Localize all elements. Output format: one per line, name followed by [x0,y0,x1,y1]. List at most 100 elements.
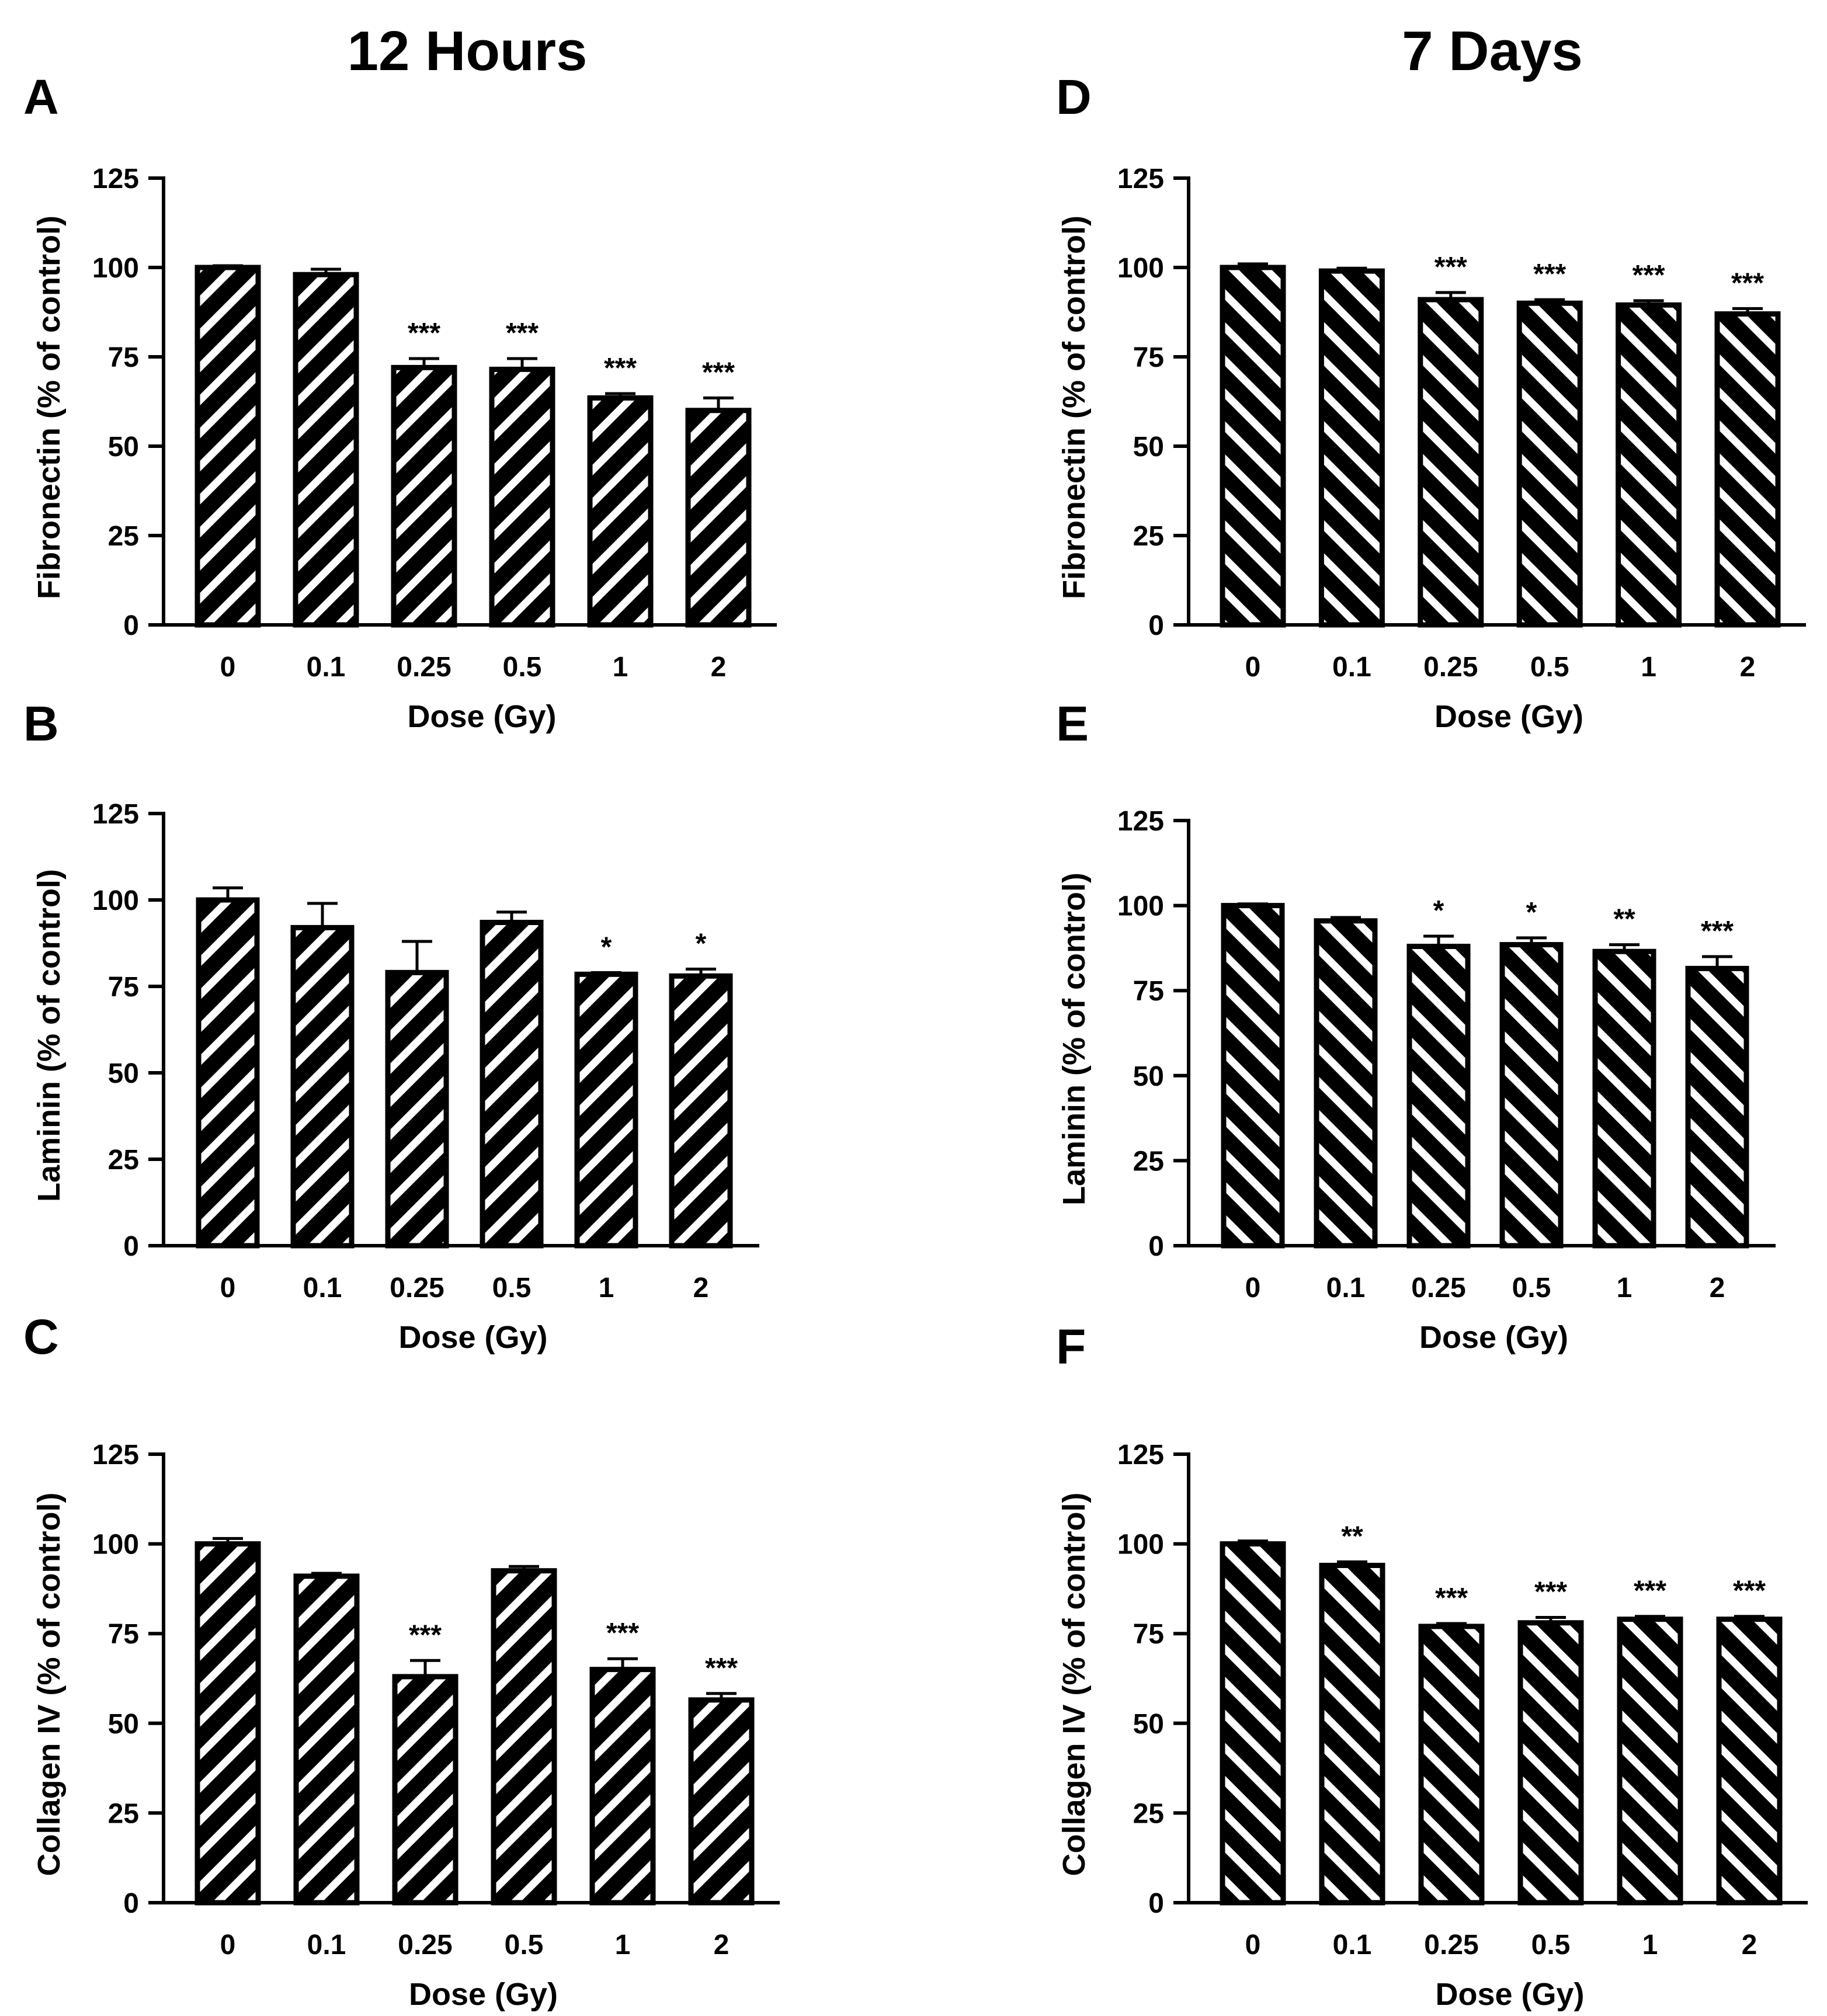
significance-label: *** [1533,259,1566,290]
x-tick-label: 1 [615,1930,631,1961]
x-tick-label: 1 [1617,1273,1633,1304]
significance-label: *** [409,1619,442,1650]
panel-letter: E [1056,696,1089,751]
panel-letter: F [1056,1319,1086,1374]
x-tick-label: 0 [1245,652,1261,683]
significance-label: *** [606,1618,639,1649]
x-tick-label: 0 [1245,1273,1261,1304]
x-tick-label: 1 [613,652,628,683]
significance-label: *** [1435,1583,1468,1614]
significance-label: *** [1434,252,1467,283]
significance-label: ** [1341,1521,1363,1552]
panel-c: C 0 0.1 *** 0.25 0.5 *** 1 *** 2 0 25 50 75 100 125 Dose… [23,1309,780,2012]
y-tick-label: 75 [108,342,139,373]
x-tick-label: 0.5 [1530,652,1569,683]
bar [290,924,355,1249]
column-title-7-days: 7 Days [1402,20,1583,82]
y-tick-label: 0 [1148,1888,1164,1919]
bar [1318,268,1385,628]
bar [489,366,555,628]
x-tick-label: 0.25 [1423,652,1478,683]
significance-label: *** [1701,916,1734,947]
significance-label: *** [1633,260,1665,291]
bar [1319,1562,1385,1906]
bar [491,1568,557,1906]
bar [1221,903,1285,1249]
bar [1617,1617,1683,1906]
bar [385,969,449,1249]
x-tick-label: 0.5 [1531,1930,1571,1961]
significance-label: *** [702,357,735,388]
bar [293,1573,360,1906]
panel-letter: A [23,69,59,124]
y-tick-label: 75 [1133,976,1164,1007]
y-tick-label: 0 [123,1231,139,1262]
panel-b: B 0 0.1 0.25 0.5 * 1 * 2 0 25 50 75 100 125 Dose (Gy) La… [23,696,759,1355]
x-tick-label: 0.5 [503,652,542,683]
bar [196,897,260,1249]
y-tick-label: 50 [108,432,139,463]
x-tick-label: 1 [599,1273,614,1304]
bar [293,272,359,628]
y-tick-label: 75 [108,972,139,1003]
y-tick-label: 50 [108,1058,139,1089]
bar [1517,1620,1584,1906]
bar [574,971,638,1249]
y-tick-label: 125 [92,1440,139,1471]
x-axis-title: Dose (Gy) [1434,699,1583,734]
y-tick-label: 125 [1117,1440,1164,1471]
x-tick-label: 0 [220,1273,236,1304]
bar [1418,1624,1485,1906]
y-tick-label: 75 [108,1619,139,1650]
x-tick-label: 0.1 [307,652,346,683]
x-tick-label: 0 [1245,1930,1261,1961]
significance-label: ** [1613,904,1635,935]
x-tick-label: 0.25 [390,1273,444,1304]
y-tick-label: 0 [1148,610,1164,641]
bar [194,265,261,628]
x-tick-label: 2 [714,1930,730,1961]
y-tick-label: 75 [1133,342,1164,373]
y-tick-label: 75 [1133,1619,1164,1650]
y-axis-title: Fibronectin (% of control) [32,215,67,599]
y-tick-label: 50 [1133,1709,1164,1740]
y-tick-label: 125 [1117,164,1164,194]
panel-letter: D [1056,69,1092,124]
bar [685,408,752,628]
x-tick-label: 0.1 [303,1273,342,1304]
y-tick-label: 0 [123,1888,139,1919]
bar [1406,943,1471,1249]
x-axis-title: Dose (Gy) [398,1320,547,1355]
bar [688,1697,755,1906]
y-axis-title: Laminin (% of control) [1057,873,1092,1205]
y-tick-label: 100 [1117,1530,1164,1560]
y-tick-label: 25 [108,521,139,552]
y-tick-label: 125 [92,164,139,194]
y-tick-label: 100 [92,885,139,916]
x-tick-label: 0.1 [1333,1930,1372,1961]
panel-f: F 0 ** 0.1 *** 0.25 *** 0.5 *** 1 *** 2 0 25 50 75 100 12… [1056,1319,1808,2012]
significance-label: *** [705,1653,738,1684]
significance-label: *** [1731,267,1764,298]
bar [1314,918,1378,1249]
x-tick-label: 2 [1740,652,1756,683]
x-tick-label: 1 [1641,652,1656,683]
x-tick-label: 0.1 [307,1930,346,1961]
bar [1685,965,1749,1249]
x-tick-label: 0.5 [492,1273,532,1304]
y-tick-label: 100 [92,1530,139,1560]
y-tick-label: 25 [1133,521,1164,552]
bar [1716,1617,1783,1906]
y-tick-label: 0 [1148,1231,1164,1262]
y-tick-label: 25 [108,1798,139,1829]
significance-label: *** [1634,1576,1666,1607]
x-tick-label: 0.25 [398,1930,452,1961]
y-tick-label: 25 [1133,1146,1164,1177]
x-tick-label: 0.5 [1512,1273,1551,1304]
y-tick-label: 25 [1133,1798,1164,1829]
x-axis-title: Dose (Gy) [1435,1977,1584,2012]
y-tick-label: 25 [108,1145,139,1176]
panel-e: E 0 0.1 * 0.25 * 0.5 ** 1 *** 2 0 25 50 75 100 125 Dose (… [1056,696,1776,1355]
x-tick-label: 0.5 [505,1930,544,1961]
